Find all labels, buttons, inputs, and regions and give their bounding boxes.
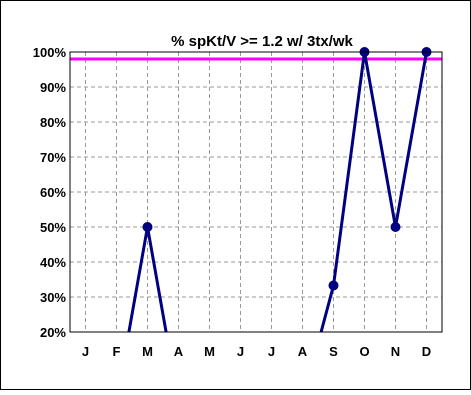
y-axis-tick-labels: 20% 30% 40% 50% 60% 70% 80% 90% 100% [33,45,67,340]
series-line [127,52,428,332]
y-tick-label: 90% [40,80,66,95]
gridlines [70,52,442,332]
x-tick-label: N [391,344,400,359]
y-tick-label: 80% [40,115,66,130]
x-tick-label: J [82,344,89,359]
x-tick-label: D [422,344,431,359]
y-tick-label: 50% [40,220,66,235]
x-tick-label: J [268,344,275,359]
y-tick-label: 20% [40,325,66,340]
y-tick-label: 70% [40,150,66,165]
chart-title: % spKt/V >= 1.2 w/ 3tx/wk [171,33,353,50]
x-tick-label: M [204,344,215,359]
y-tick-label: 30% [40,290,66,305]
x-tick-label: A [174,344,184,359]
x-tick-label: A [298,344,308,359]
y-tick-label: 40% [40,255,66,270]
x-tick-label: S [329,344,338,359]
markers-group [142,47,432,291]
data-point [390,222,401,232]
x-tick-label: J [237,344,244,359]
y-tick-label: 100% [33,45,67,60]
y-tick-label: 60% [40,185,66,200]
x-tick-label: F [113,344,121,359]
x-tick-label: M [142,344,153,359]
series-group [127,52,428,332]
data-point [142,222,153,232]
data-point [328,280,339,291]
plot-frame [69,51,443,333]
x-tick-label: O [359,344,369,359]
